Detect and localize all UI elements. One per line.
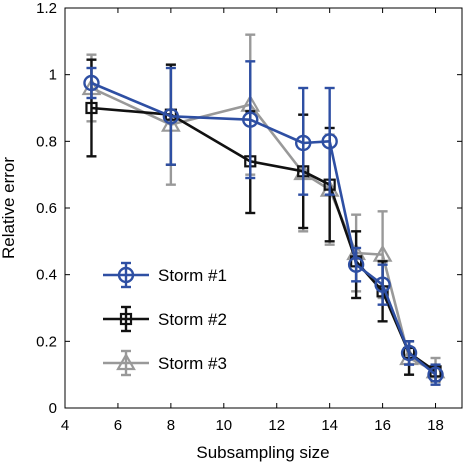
x-tick-label: 14 [321, 417, 338, 434]
legend-marker [116, 352, 136, 371]
x-tick-label: 8 [167, 417, 175, 434]
data-point [374, 276, 391, 293]
y-axis-label: Relative error [0, 157, 18, 259]
plot-series [81, 33, 446, 386]
y-tick-label: 0.2 [36, 333, 57, 350]
y-axis: 0 0.2 0.4 0.6 0.8 1 1.2 [36, 0, 462, 417]
x-axis-label: Subsampling size [196, 443, 329, 462]
series-line [91, 106, 437, 373]
y-tick-label: 1 [49, 67, 57, 84]
data-point [347, 256, 365, 273]
x-tick-label: 12 [268, 417, 285, 434]
x-axis: 4 6 8 10 12 14 16 18 [61, 8, 444, 434]
data-point [427, 366, 444, 383]
x-tick-label: 4 [61, 417, 69, 434]
legend-marker [117, 266, 135, 284]
series-2 [85, 58, 442, 383]
data-point [83, 74, 100, 92]
legend-item: Storm #2 [103, 305, 227, 333]
legend-item: Storm #1 [103, 261, 227, 289]
x-tick-label: 6 [114, 417, 122, 434]
plot-frame [64, 7, 463, 409]
series-1 [83, 60, 444, 386]
series-3 [81, 33, 446, 386]
y-tick-label: 0 [49, 400, 57, 417]
data-point [295, 134, 312, 152]
y-tick-label: 0.6 [36, 200, 57, 217]
legend-item: Storm #3 [103, 349, 227, 377]
data-point [400, 344, 418, 362]
x-tick-label: 16 [374, 417, 391, 434]
data-point [242, 111, 259, 128]
legend: Storm #1 Storm #2 Storm #3 [103, 261, 227, 377]
legend-marker [119, 312, 133, 326]
y-tick-label: 0.4 [36, 267, 57, 284]
data-point [321, 133, 338, 150]
data-point [85, 101, 98, 115]
y-tick-label: 1.2 [36, 0, 57, 17]
legend-label: Storm #3 [158, 354, 227, 373]
x-tick-label: 10 [215, 417, 232, 434]
series-line [90, 81, 437, 376]
data-point [162, 108, 180, 125]
series-line [90, 86, 437, 373]
y-tick-label: 0.8 [36, 133, 57, 150]
legend-label: Storm #1 [158, 266, 227, 285]
legend-label: Storm #2 [158, 310, 227, 329]
x-tick-label: 18 [427, 417, 444, 434]
